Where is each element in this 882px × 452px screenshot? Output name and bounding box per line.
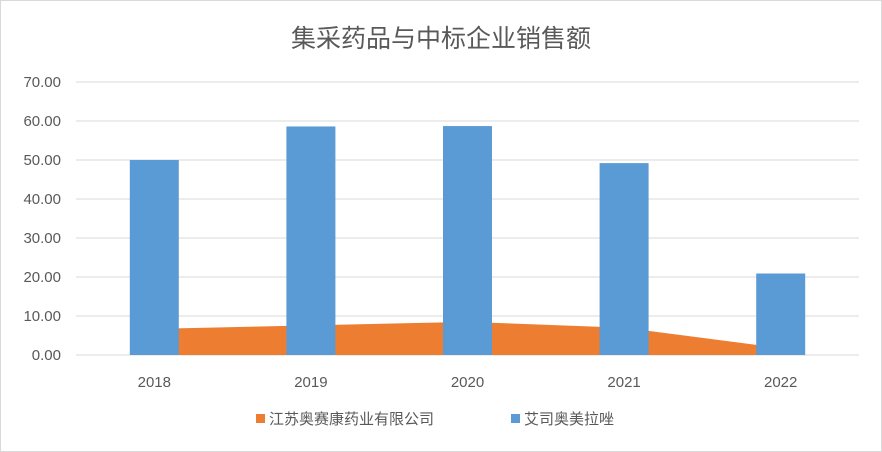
y-tick-label: 60.00 xyxy=(23,113,61,130)
chart-title: 集采药品与中标企业销售额 xyxy=(291,24,591,53)
y-tick-label: 50.00 xyxy=(23,152,61,169)
x-tick-label: 2019 xyxy=(294,374,327,391)
y-tick-label: 20.00 xyxy=(23,269,61,286)
bar-esomeprazole-2020 xyxy=(443,126,492,355)
legend-label-esomeprazole: 艾司奥美拉唑 xyxy=(524,410,614,428)
bar-esomeprazole-2018 xyxy=(129,160,179,355)
legend-label-jiangsu-aosaikang: 江苏奥赛康药业有限公司 xyxy=(269,410,434,428)
y-tick-label: 0.00 xyxy=(32,347,61,364)
x-tick-label: 2020 xyxy=(451,374,484,391)
y-tick-label: 10.00 xyxy=(23,308,61,325)
axis-layer: 0.00 10.00 20.00 30.00 40.00 50.00 60.00 70.00 2… xyxy=(23,74,797,391)
y-tick-label: 70.00 xyxy=(23,74,61,91)
legend: 江苏奥赛康药业有限公司 艾司奥美拉唑 xyxy=(256,410,614,428)
x-tick-label: 2021 xyxy=(607,374,640,391)
bar-esomeprazole-2021 xyxy=(599,163,649,355)
y-tick-label: 30.00 xyxy=(23,230,61,247)
legend-swatch-esomeprazole xyxy=(511,414,520,423)
x-tick-label: 2018 xyxy=(138,374,171,391)
x-tick-label: 2022 xyxy=(764,374,797,391)
bar-esomeprazole-2022 xyxy=(756,273,806,355)
y-tick-label: 40.00 xyxy=(23,191,61,208)
legend-swatch-jiangsu-aosaikang xyxy=(256,414,265,423)
bar-esomeprazole-2019 xyxy=(286,126,336,356)
bar-layer xyxy=(129,126,806,356)
